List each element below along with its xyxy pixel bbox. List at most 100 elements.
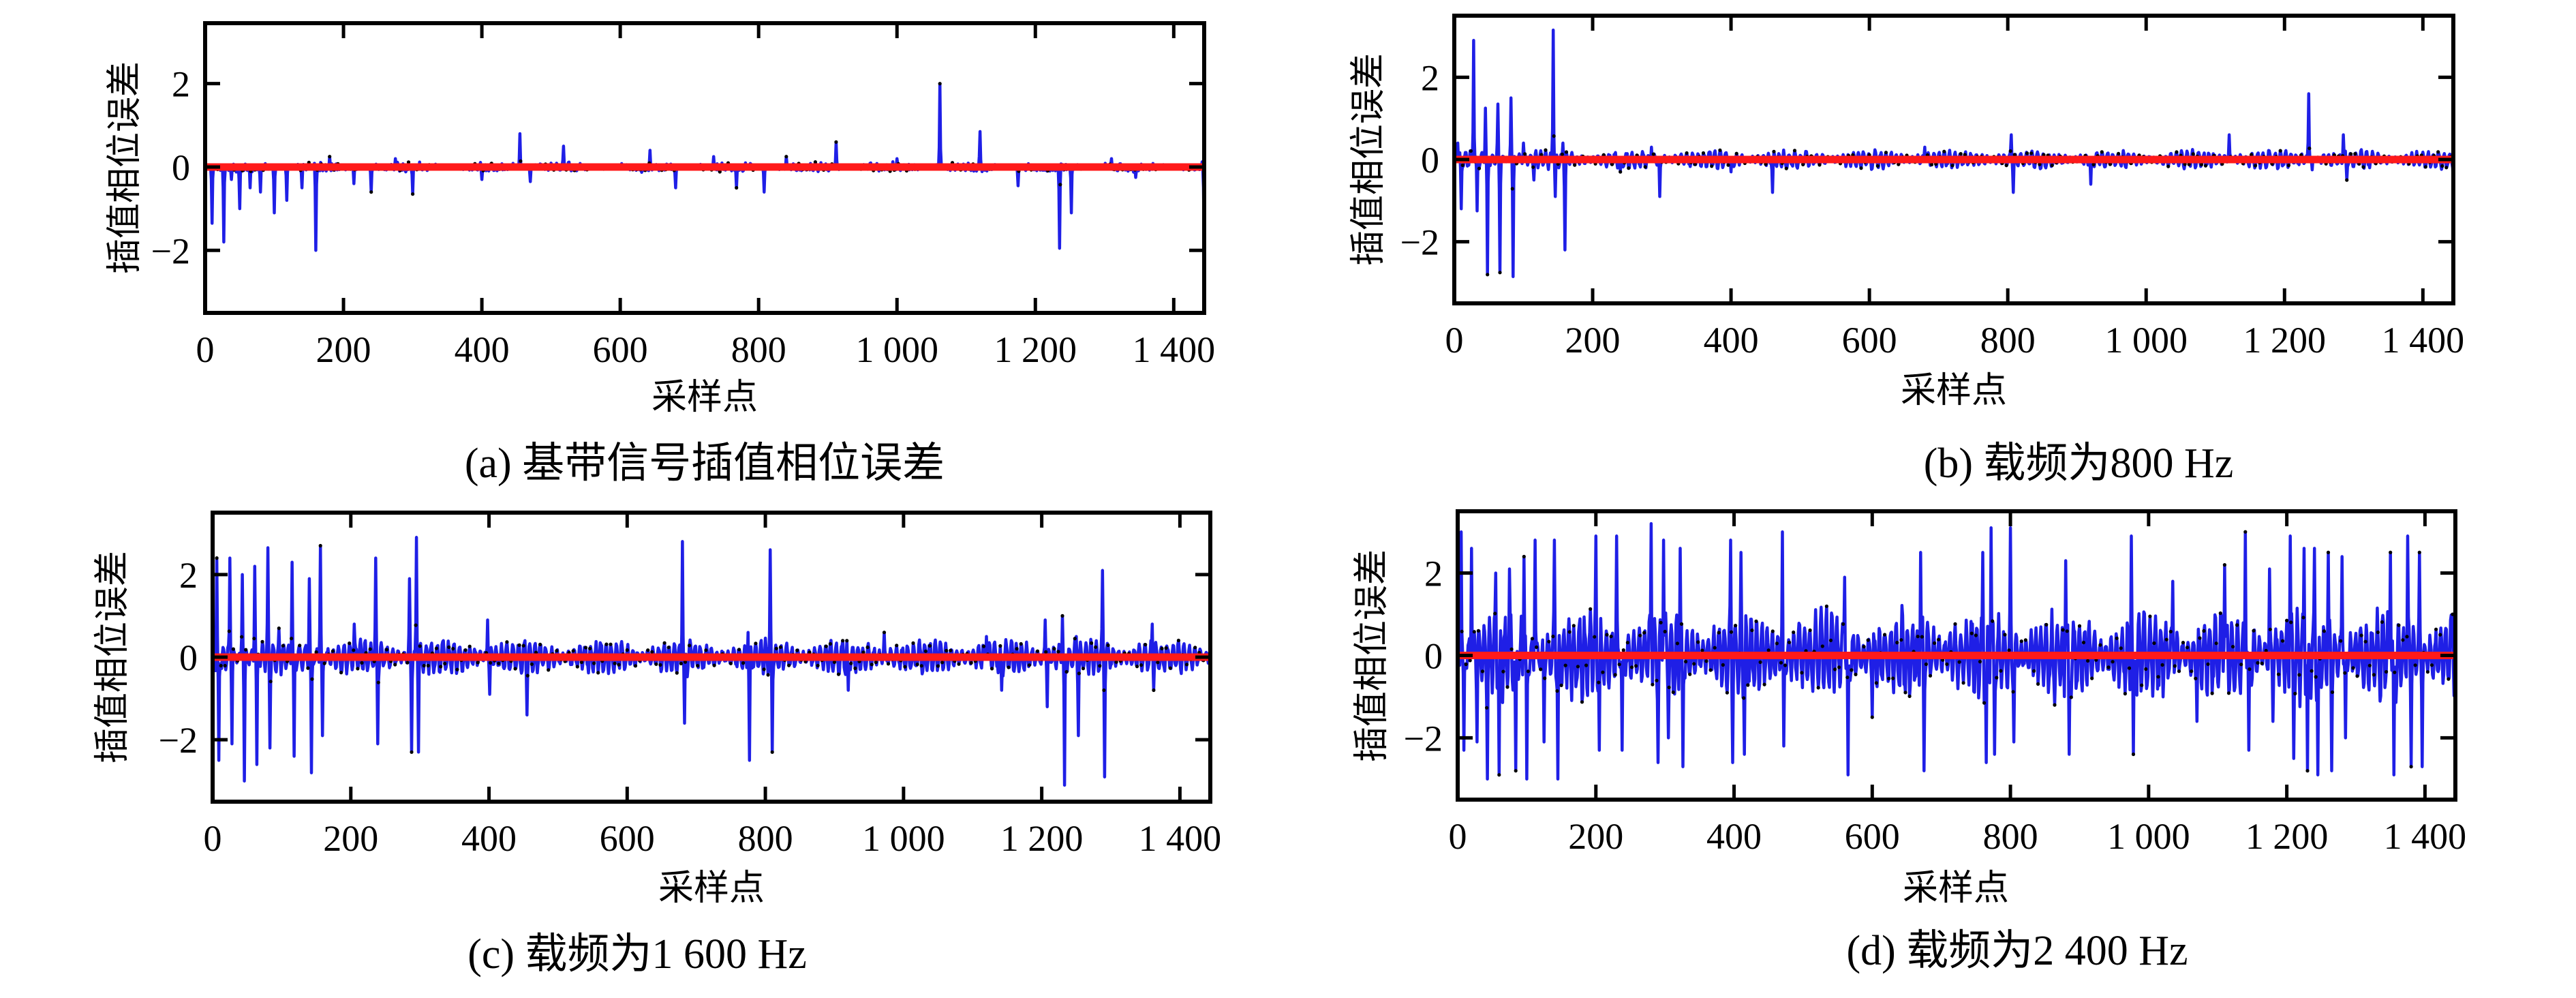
sample-dot [666,646,671,650]
sample-dot [1056,650,1060,654]
sample-dot [2042,153,2046,157]
sample-dot [770,750,774,754]
panel-b-ytick-label: 2 [1421,57,1439,98]
sample-dot [2235,623,2239,627]
sample-dot [1671,690,1675,695]
sample-dot [650,650,654,654]
sample-dot [2023,638,2027,642]
sample-dot [1539,667,1543,671]
sample-dot [741,661,746,665]
sample-dot [1560,152,1564,156]
sample-dot [1854,672,1858,677]
sample-dot [2376,630,2380,635]
sample-dot [410,750,414,754]
sample-dot [1845,676,1850,680]
sample-dot [1621,648,1625,652]
panel-c-ylabel: 插值相位误差 [92,551,133,763]
sample-dot [2293,691,2297,696]
sample-dot [2289,620,2293,624]
sample-dot [1629,665,1634,669]
sample-dot [260,639,264,644]
panel-d-ytick-label: 2 [1424,554,1443,594]
sample-dot [1493,611,1497,616]
sample-dot [384,648,389,652]
sample-dot [2285,618,2289,622]
sample-dot [1530,637,1535,641]
sample-dot [1007,665,1011,669]
sample-dot [1750,629,1754,633]
sample-dot [2367,663,2372,667]
sample-dot [1526,669,1530,674]
sample-dot [455,667,459,671]
sample-dot [688,644,692,648]
sample-dot [1916,635,1920,639]
sample-dot [654,662,658,666]
sample-dot [1862,645,1866,649]
sample-dot [1576,665,1580,669]
sample-dot [2199,162,2204,167]
sample-dot [1870,715,1874,719]
panel-c-xtick-label: 1 400 [1139,818,1222,859]
sample-dot [2250,153,2254,157]
sample-dot [393,663,397,667]
sample-dot [1605,633,1609,637]
sample-dot [1571,624,1576,628]
sample-dot [2409,765,2413,769]
sample-dot [919,664,923,668]
sample-dot [2065,629,2069,633]
sample-dot [1820,644,1824,648]
sample-dot [808,650,812,654]
sample-dot [2389,550,2393,555]
sample-dot [1501,669,1505,674]
panel-a-ytick-label: 2 [172,64,190,105]
sample-dot [2186,646,2190,650]
sample-dot [1758,660,1762,665]
sample-dot [579,660,584,665]
sample-dot [658,663,662,667]
panel-a-xtick-label: 800 [731,329,786,370]
sample-dot [1551,635,1555,639]
sample-dot [1015,647,1019,651]
panel-b-xtick-label: 1 000 [2104,320,2188,361]
panel-b-xtick-label: 400 [1704,320,1759,361]
sample-dot [903,665,907,669]
sample-dot [447,645,451,650]
sample-dot [895,644,899,648]
sample-dot [596,671,600,675]
sample-dot [2260,661,2264,665]
sample-dot [2436,150,2440,154]
panel-b-xtick-label: 600 [1842,320,1897,361]
sample-dot [1953,622,1957,626]
sample-dot [215,556,219,560]
sample-dot [2025,151,2029,155]
sample-dot [1907,694,1912,698]
sample-dot [2091,162,2096,166]
sample-dot [1539,153,1544,157]
sample-dot [1734,151,1738,155]
sample-dot [1102,688,1106,693]
sample-dot [2012,153,2017,157]
sample-dot [2202,629,2206,633]
sample-dot [911,641,915,646]
sample-dot [1044,650,1048,654]
sample-dot [2131,752,2136,757]
sample-dot [538,642,542,647]
sample-dot [613,661,617,665]
panel-a: (a) 基带信号插值相位误差 采样点 插值相位误差 0 200 400 600 800 1… [104,21,1216,487]
panel-a-xtick-label: 1 400 [1133,329,1216,370]
sample-dot [588,646,592,651]
sample-dot [575,665,579,669]
sample-dot [1693,162,1697,166]
sample-dot [604,642,609,646]
sample-dot [882,631,887,635]
sample-dot [2004,164,2008,168]
sample-dot [1663,629,1667,634]
sample-dot [1469,149,1473,153]
sample-dot [2361,165,2365,169]
sample-dot [1837,665,1841,669]
sample-dot [1589,607,1593,611]
sample-dot [784,155,788,159]
sample-dot [1090,641,1094,646]
sample-dot [1514,769,1518,773]
sample-dot [1700,648,1704,652]
